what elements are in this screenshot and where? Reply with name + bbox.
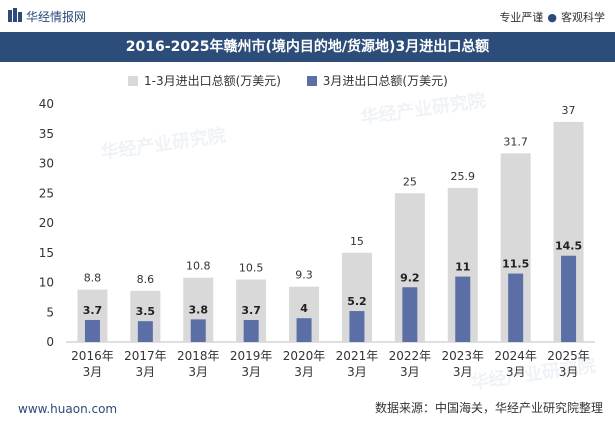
y-tick-label: 30 bbox=[39, 157, 54, 171]
logo-icon bbox=[8, 8, 22, 22]
data-label-cumulative: 8.8 bbox=[84, 272, 102, 285]
data-source: 数据来源：中国海关，华经产业研究院整理 bbox=[374, 401, 603, 415]
data-label-month: 3.5 bbox=[136, 305, 156, 318]
data-label-cumulative: 10.5 bbox=[239, 262, 264, 275]
x-tick-label: 3月 bbox=[506, 365, 526, 379]
top-bar: 华经情报网 专业严谨 ● 客观科学 bbox=[0, 0, 615, 32]
x-tick-label: 2024年 bbox=[494, 349, 537, 363]
x-tick-label: 2016年 bbox=[71, 349, 114, 363]
data-label-month: 9.2 bbox=[400, 271, 420, 284]
y-tick-label: 20 bbox=[39, 216, 54, 230]
x-tick-label: 2023年 bbox=[441, 349, 484, 363]
bar-month bbox=[296, 318, 312, 342]
y-tick-label: 15 bbox=[39, 246, 54, 260]
data-label-cumulative: 8.6 bbox=[137, 273, 155, 286]
website-url: www.huaon.com bbox=[18, 402, 118, 416]
legend-item: 3月进出口总额(万美元) bbox=[306, 72, 448, 89]
x-tick-label: 3月 bbox=[453, 365, 473, 379]
x-tick-label: 2022年 bbox=[389, 349, 432, 363]
data-label-cumulative: 25.9 bbox=[451, 170, 476, 183]
y-tick-label: 5 bbox=[46, 305, 54, 319]
x-tick-label: 2017年 bbox=[124, 349, 167, 363]
data-label-cumulative: 25 bbox=[403, 175, 417, 188]
x-tick-label: 3月 bbox=[400, 365, 420, 379]
x-tick-label: 2019年 bbox=[230, 349, 273, 363]
x-tick-label: 2018年 bbox=[177, 349, 220, 363]
data-label-month: 3.7 bbox=[241, 304, 261, 317]
slogan-separator: ● bbox=[547, 11, 557, 24]
data-label-cumulative: 15 bbox=[350, 235, 364, 248]
data-label-month: 11 bbox=[455, 261, 470, 274]
legend-label: 3月进出口总额(万美元) bbox=[322, 74, 448, 88]
y-tick-label: 10 bbox=[39, 276, 54, 290]
slogan-left: 专业严谨 bbox=[499, 11, 544, 24]
brand-name: 华经情报网 bbox=[26, 10, 87, 24]
bar-month bbox=[508, 273, 524, 342]
bar-month bbox=[455, 276, 471, 342]
data-label-month: 3.8 bbox=[189, 303, 209, 316]
data-label-cumulative: 31.7 bbox=[503, 135, 528, 148]
data-label-month: 3.7 bbox=[83, 304, 103, 317]
data-label-month: 11.5 bbox=[502, 258, 529, 271]
x-tick-label: 2021年 bbox=[336, 349, 379, 363]
data-label-cumulative: 10.8 bbox=[186, 260, 211, 273]
bar-month bbox=[84, 319, 100, 342]
x-tick-label: 3月 bbox=[559, 365, 579, 379]
data-label-month: 14.5 bbox=[555, 240, 582, 253]
bar-month bbox=[402, 287, 418, 342]
legend-swatch bbox=[128, 76, 138, 86]
y-tick-label: 35 bbox=[39, 127, 54, 141]
x-tick-label: 2020年 bbox=[283, 349, 326, 363]
bar-month bbox=[190, 319, 206, 342]
x-tick-label: 3月 bbox=[136, 365, 156, 379]
legend: 1-3月进出口总额(万美元) 3月进出口总额(万美元) bbox=[128, 72, 470, 89]
bar-month bbox=[243, 319, 259, 342]
legend-label: 1-3月进出口总额(万美元) bbox=[144, 74, 281, 88]
x-tick-label: 3月 bbox=[294, 365, 314, 379]
legend-item: 1-3月进出口总额(万美元) bbox=[128, 72, 281, 89]
data-label-cumulative: 37 bbox=[562, 104, 576, 117]
x-tick-label: 3月 bbox=[83, 365, 103, 379]
x-tick-label: 3月 bbox=[347, 365, 367, 379]
y-tick-label: 40 bbox=[39, 97, 54, 111]
slogan: 专业严谨 ● 客观科学 bbox=[499, 9, 605, 25]
chart-title: 2016-2025年赣州市(境内目的地/货源地)3月进出口总额 bbox=[0, 32, 615, 62]
legend-swatch bbox=[306, 76, 317, 86]
bar-month bbox=[137, 321, 153, 342]
bar-month bbox=[561, 255, 577, 342]
data-label-cumulative: 9.3 bbox=[295, 269, 313, 282]
data-label-month: 4 bbox=[300, 302, 308, 315]
x-tick-label: 3月 bbox=[188, 365, 208, 379]
slogan-right: 客观科学 bbox=[561, 11, 605, 24]
y-tick-label: 25 bbox=[39, 186, 54, 200]
data-label-month: 5.2 bbox=[347, 295, 367, 308]
y-tick-label: 0 bbox=[46, 335, 54, 349]
x-tick-label: 2025年 bbox=[547, 349, 590, 363]
x-tick-label: 3月 bbox=[241, 365, 261, 379]
bar-month bbox=[349, 311, 365, 342]
